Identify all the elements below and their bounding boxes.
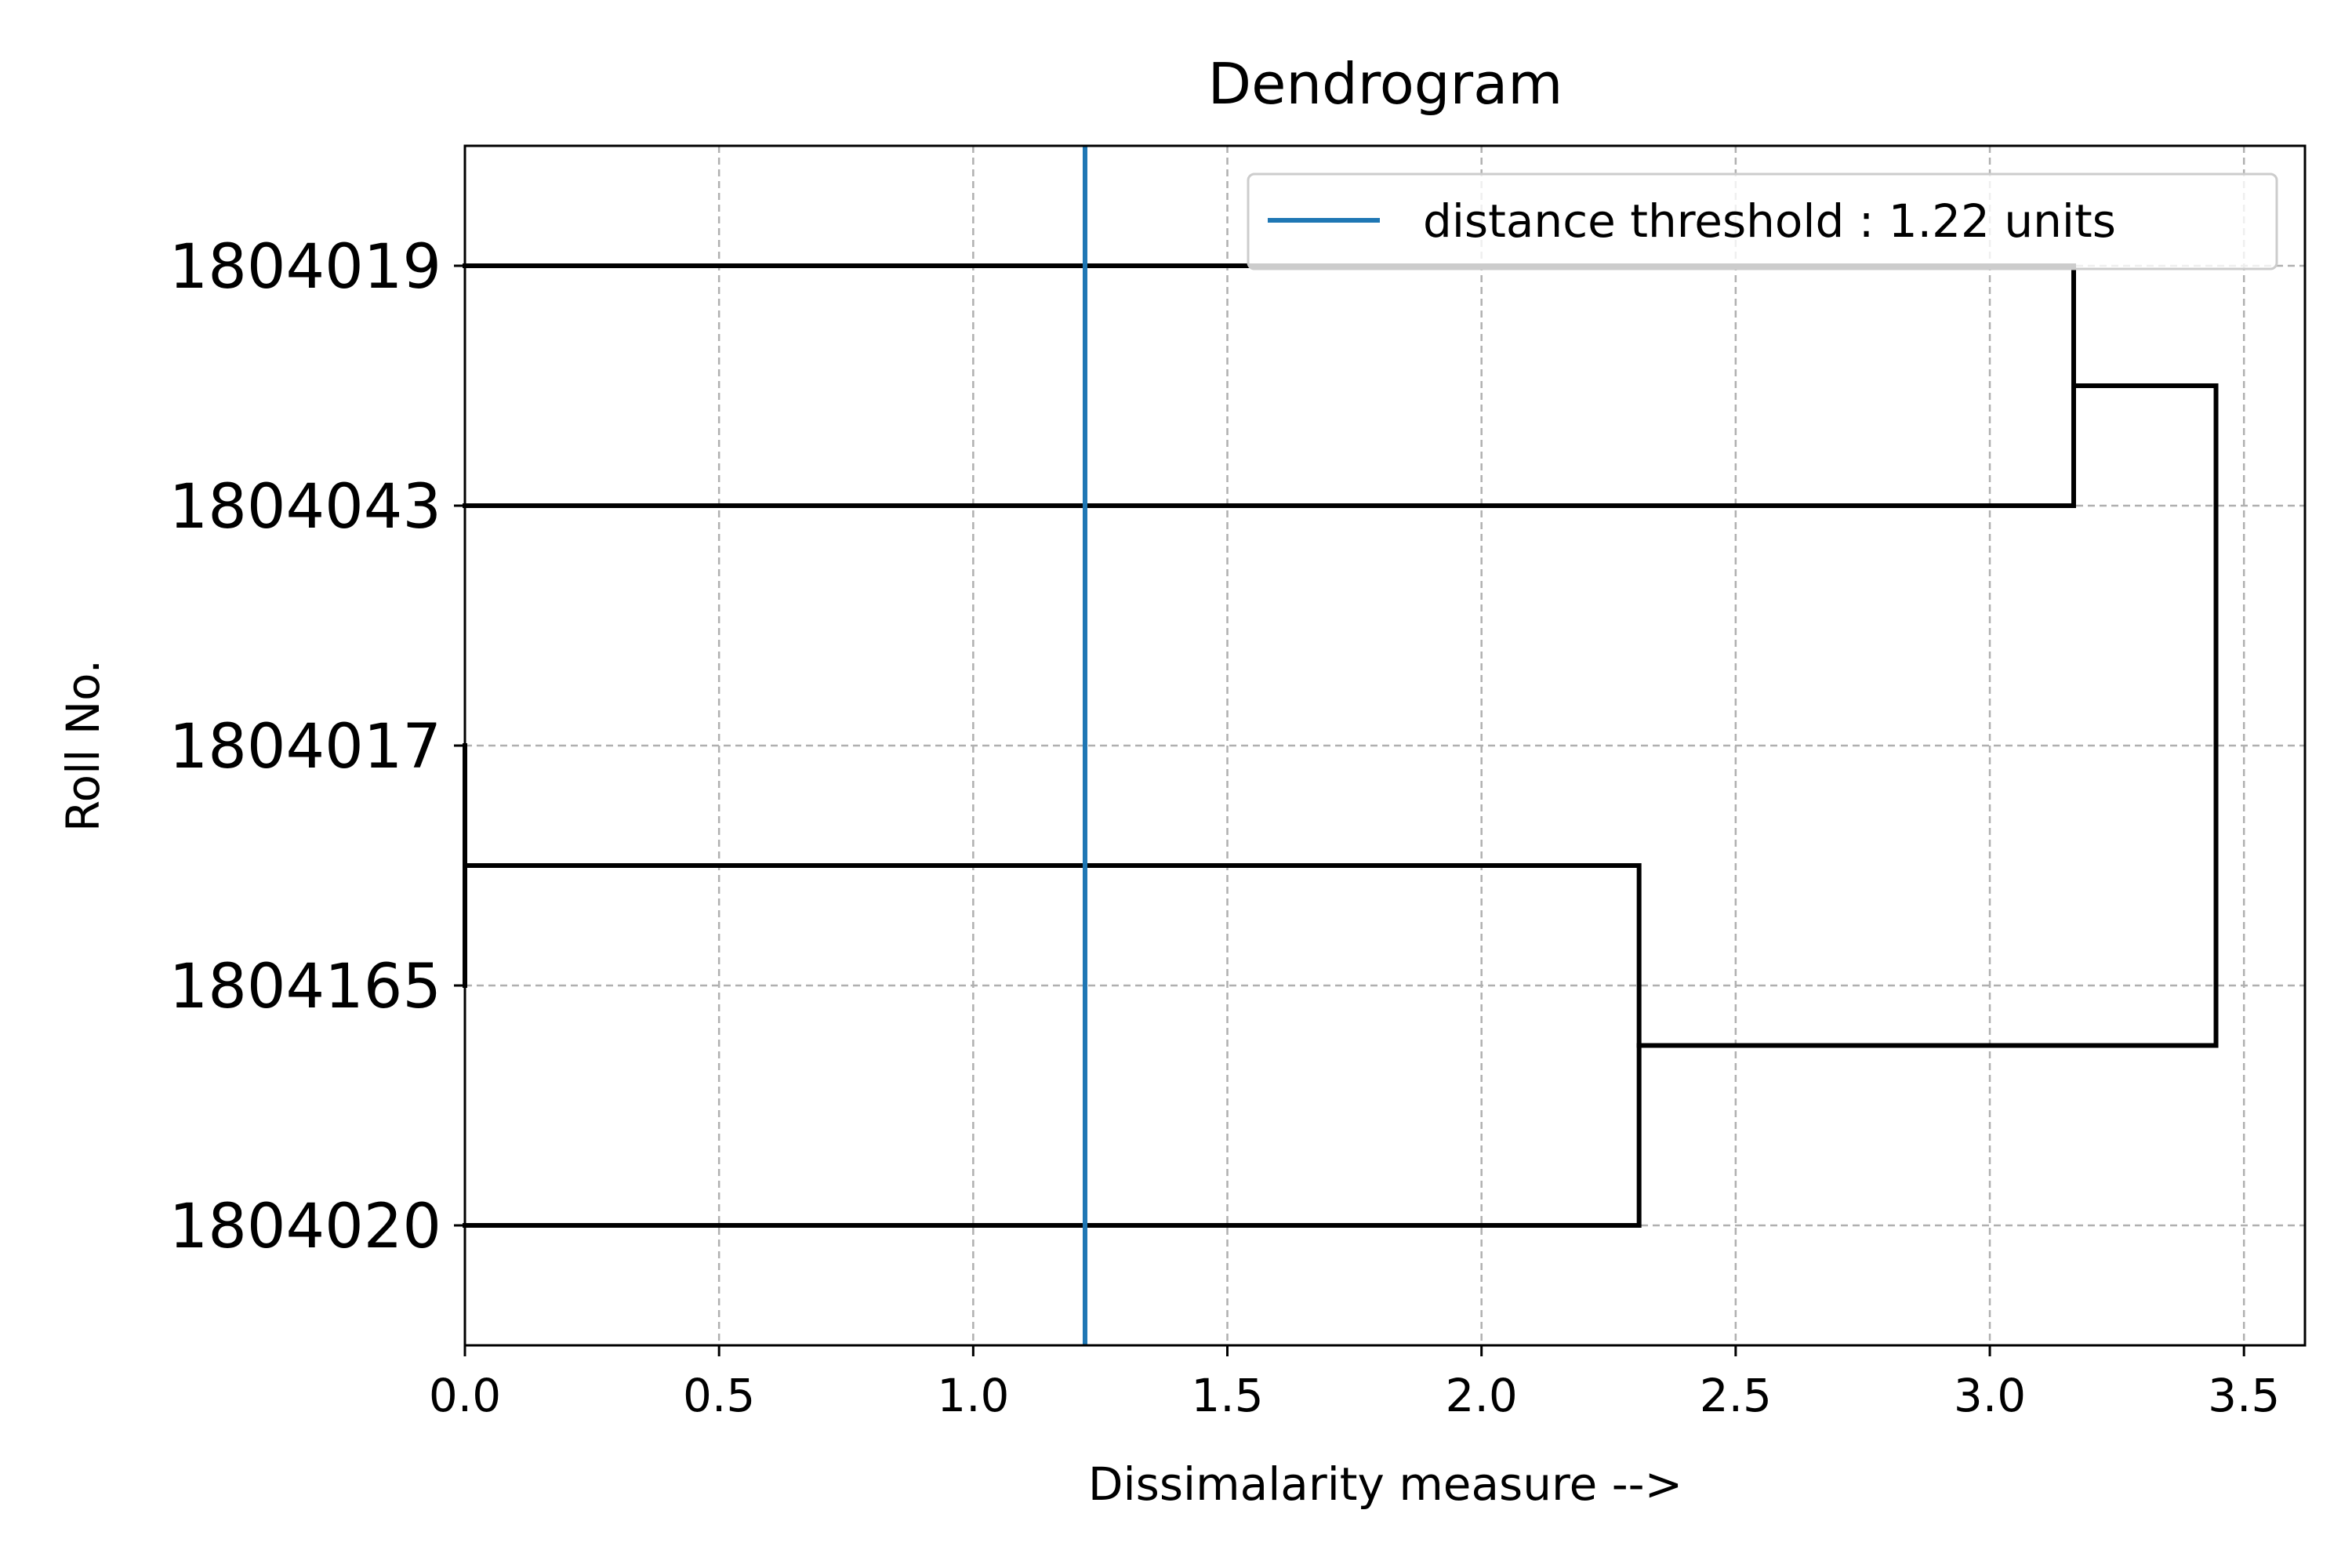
x-tick-label-5: 2.5	[1700, 1369, 1772, 1422]
dendrogram-link-1	[463, 263, 2077, 508]
leaf-label-0: 1804019	[169, 232, 441, 303]
x-tick-label-0: 0.0	[429, 1369, 501, 1422]
x-tick-label-3: 1.5	[1191, 1369, 1263, 1422]
dendrogram-link-3	[1636, 383, 2219, 1048]
legend-box	[1247, 172, 2278, 270]
dendrogram-link-2	[463, 863, 1642, 1228]
x-axis-ticks: 0.0 0.5 1.0 1.5 2.0 2.5 3.0 3.5	[429, 1345, 2280, 1422]
x-tick-label-4: 2.0	[1446, 1369, 1518, 1422]
y-axis-ticks: 1804019 1804043 1804017 1804165 1804020	[169, 232, 465, 1262]
leaf-label-1: 1804043	[169, 472, 441, 543]
leaf-label-2: 1804017	[169, 712, 441, 782]
y-axis-label: Roll No.	[56, 659, 110, 832]
x-tick-label-7: 3.5	[2208, 1369, 2280, 1422]
x-tick-label-2: 1.0	[937, 1369, 1009, 1422]
x-axis-label: Dissimalarity measure -->	[1088, 1457, 1682, 1511]
leaf-label-4: 1804020	[169, 1192, 441, 1262]
x-tick-label-1: 0.5	[683, 1369, 755, 1422]
legend: distance threshold : 1.22 units	[1247, 172, 2278, 270]
legend-label-threshold: distance threshold : 1.22 units	[1423, 194, 2116, 248]
x-tick-label-6: 3.0	[1954, 1369, 2026, 1422]
grid	[463, 146, 2305, 1345]
chart-title: Dendrogram	[1208, 51, 1563, 117]
leaf-label-3: 1804165	[169, 952, 441, 1022]
